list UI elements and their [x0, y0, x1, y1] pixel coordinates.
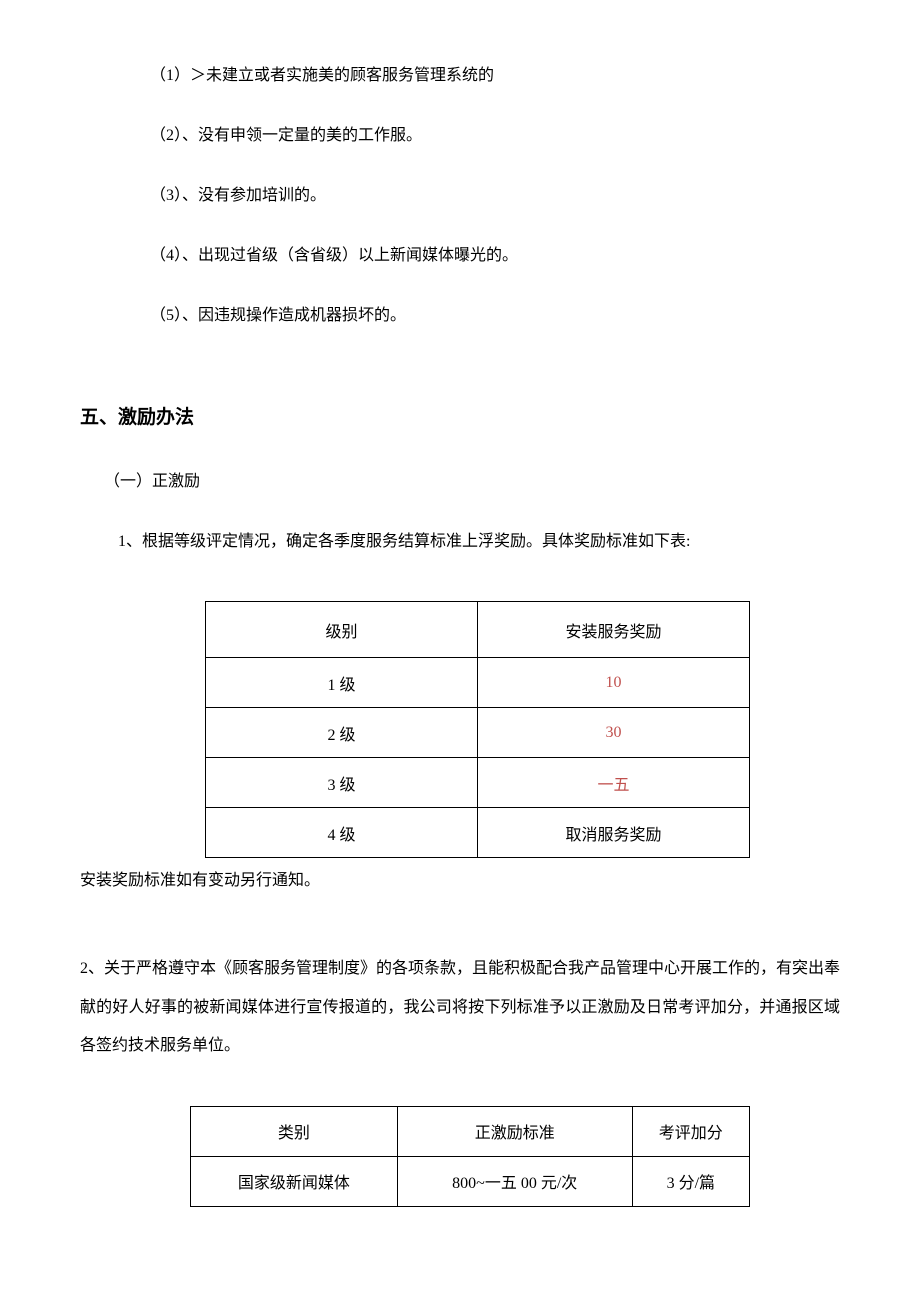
section-heading: 五、激励办法 — [80, 402, 840, 429]
table1-wrapper: 级别 安装服务奖励 1 级 10 2 级 30 3 级 一五 4 级 取消服务奖… — [80, 601, 840, 858]
table1-cell-reward: 一五 — [478, 758, 750, 808]
table-row: 1 级 10 — [206, 658, 750, 708]
sub-heading: （一）正激励 — [80, 467, 840, 491]
list-item-5: （5）、因违规操作造成机器损坏的。 — [80, 300, 840, 332]
paragraph-1: 1、根据等级评定情况，确定各季度服务结算标准上浮奖励。具体奖励标准如下表: — [80, 523, 840, 561]
table2-cell-category: 国家级新闻媒体 — [191, 1156, 398, 1206]
table1-cell-reward: 10 — [478, 658, 750, 708]
table1-cell-level: 4 级 — [206, 808, 478, 858]
table-row: 3 级 一五 — [206, 758, 750, 808]
list-item-1: （1）＞未建立或者实施美的顾客服务管理系统的 — [80, 60, 840, 92]
list-item-4: （4）、出现过省级（含省级）以上新闻媒体曝光的。 — [80, 240, 840, 272]
list-item-3: （3）、没有参加培训的。 — [80, 180, 840, 212]
table2-header-score: 考评加分 — [632, 1106, 749, 1156]
table1-cell-level: 1 级 — [206, 658, 478, 708]
incentive-standard-table: 类别 正激励标准 考评加分 国家级新闻媒体 800~一五 00 元/次 3 分/… — [190, 1106, 750, 1207]
table-row: 2 级 30 — [206, 708, 750, 758]
paragraph-2: 2、关于严格遵守本《顾客服务管理制度》的各项条款，且能积极配合我产品管理中心开展… — [80, 950, 840, 1065]
table-row: 4 级 取消服务奖励 — [206, 808, 750, 858]
table1-cell-reward: 30 — [478, 708, 750, 758]
table1-cell-level: 2 级 — [206, 708, 478, 758]
table1-cell-reward: 取消服务奖励 — [478, 808, 750, 858]
list-item-2: （2）、没有申领一定量的美的工作服。 — [80, 120, 840, 152]
table1-header-reward: 安装服务奖励 — [478, 602, 750, 658]
table2-wrapper: 类别 正激励标准 考评加分 国家级新闻媒体 800~一五 00 元/次 3 分/… — [80, 1106, 840, 1207]
table2-cell-score: 3 分/篇 — [632, 1156, 749, 1206]
table2-cell-standard: 800~一五 00 元/次 — [397, 1156, 632, 1206]
table1-cell-level: 3 级 — [206, 758, 478, 808]
note-text: 安装奖励标准如有变动另行通知。 — [80, 866, 840, 890]
reward-level-table: 级别 安装服务奖励 1 级 10 2 级 30 3 级 一五 4 级 取消服务奖… — [205, 601, 750, 858]
table2-header-standard: 正激励标准 — [397, 1106, 632, 1156]
table-row: 国家级新闻媒体 800~一五 00 元/次 3 分/篇 — [191, 1156, 750, 1206]
table1-header-level: 级别 — [206, 602, 478, 658]
table2-header-category: 类别 — [191, 1106, 398, 1156]
